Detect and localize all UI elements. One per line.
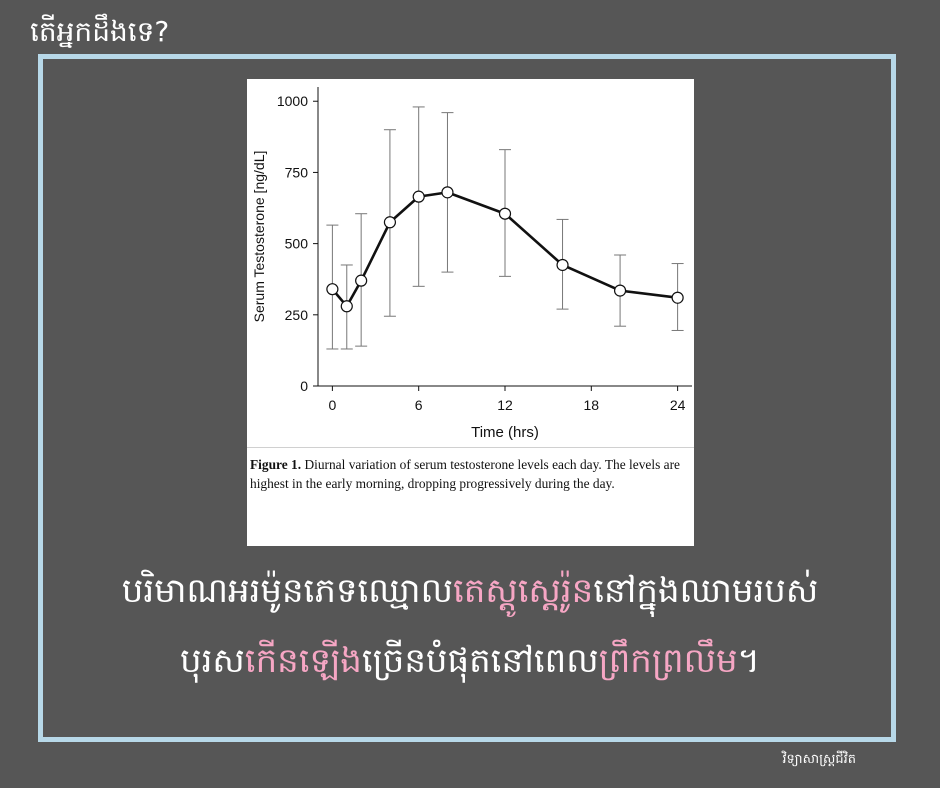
message-2c: ច្រើនបំផុតនៅពេល [361,641,599,681]
y-tick-label: 750 [285,164,309,180]
data-point [326,283,339,296]
data-point [613,284,627,297]
message-line-1: បរិមាណអរម៉ូនភេទឈ្មោលតេស្តូស្តេរ៉ូននៅក្នុ… [0,566,940,616]
message-1a: បរិមាណអរម៉ូនភេទឈ្មោល [121,571,453,611]
message-line-2: បុរសកើនឡើងច្រើនបំផុតនៅពេលព្រឹកព្រលឹម។ [0,636,940,686]
page-title: តើអ្នកដឹងទេ? [30,15,170,48]
caption-text: Diurnal variation of serum testosterone … [250,457,680,491]
y-tick-label: 0 [300,378,308,394]
content-frame [38,54,896,742]
data-point [556,258,569,272]
x-axis-label: Time (hrs) [471,424,539,441]
message-1c: នៅក្នុងឈាមរបស់ [593,571,819,611]
x-tick-label: 18 [584,397,600,413]
x-tick-label: 0 [328,397,336,413]
testosterone-chart: 0 250 500 750 1000 0 6 12 18 24 Time (hrs) Serum Te… [251,87,692,441]
message-2d-highlight: ព្រឹកព្រលឹម [598,641,738,681]
x-tick-label: 12 [497,397,513,413]
series-line [331,191,678,308]
message-2a: បុរស [180,641,245,681]
message-2b-highlight: កើនឡើង [244,641,362,681]
caption-label: Figure 1. [250,457,302,472]
message-2e: ។ [737,641,760,681]
caption-divider [247,447,694,448]
data-point [383,216,397,229]
data-point [340,300,353,313]
data-point [671,291,684,304]
data-point [355,274,368,287]
y-tick-label: 500 [285,236,309,252]
x-tick-label: 24 [670,397,686,413]
figure-card: 0 250 500 750 1000 0 6 12 18 24 Time (hrs) Serum Te… [247,79,694,546]
data-point [412,190,425,203]
figure-caption: Figure 1. Diurnal variation of serum tes… [250,455,690,493]
y-tick-label: 250 [285,307,309,323]
message-1b-highlight: តេស្តូស្តេរ៉ូន [452,571,594,611]
y-axis-label: Serum Testosterone [ng/dL] [251,151,267,323]
data-point [498,207,512,220]
x-tick-label: 6 [415,397,423,413]
data-point [441,186,454,199]
y-tick-label: 1000 [277,93,308,109]
credit-text: វិទ្យាសាស្ត្រជីវិត [782,752,856,767]
